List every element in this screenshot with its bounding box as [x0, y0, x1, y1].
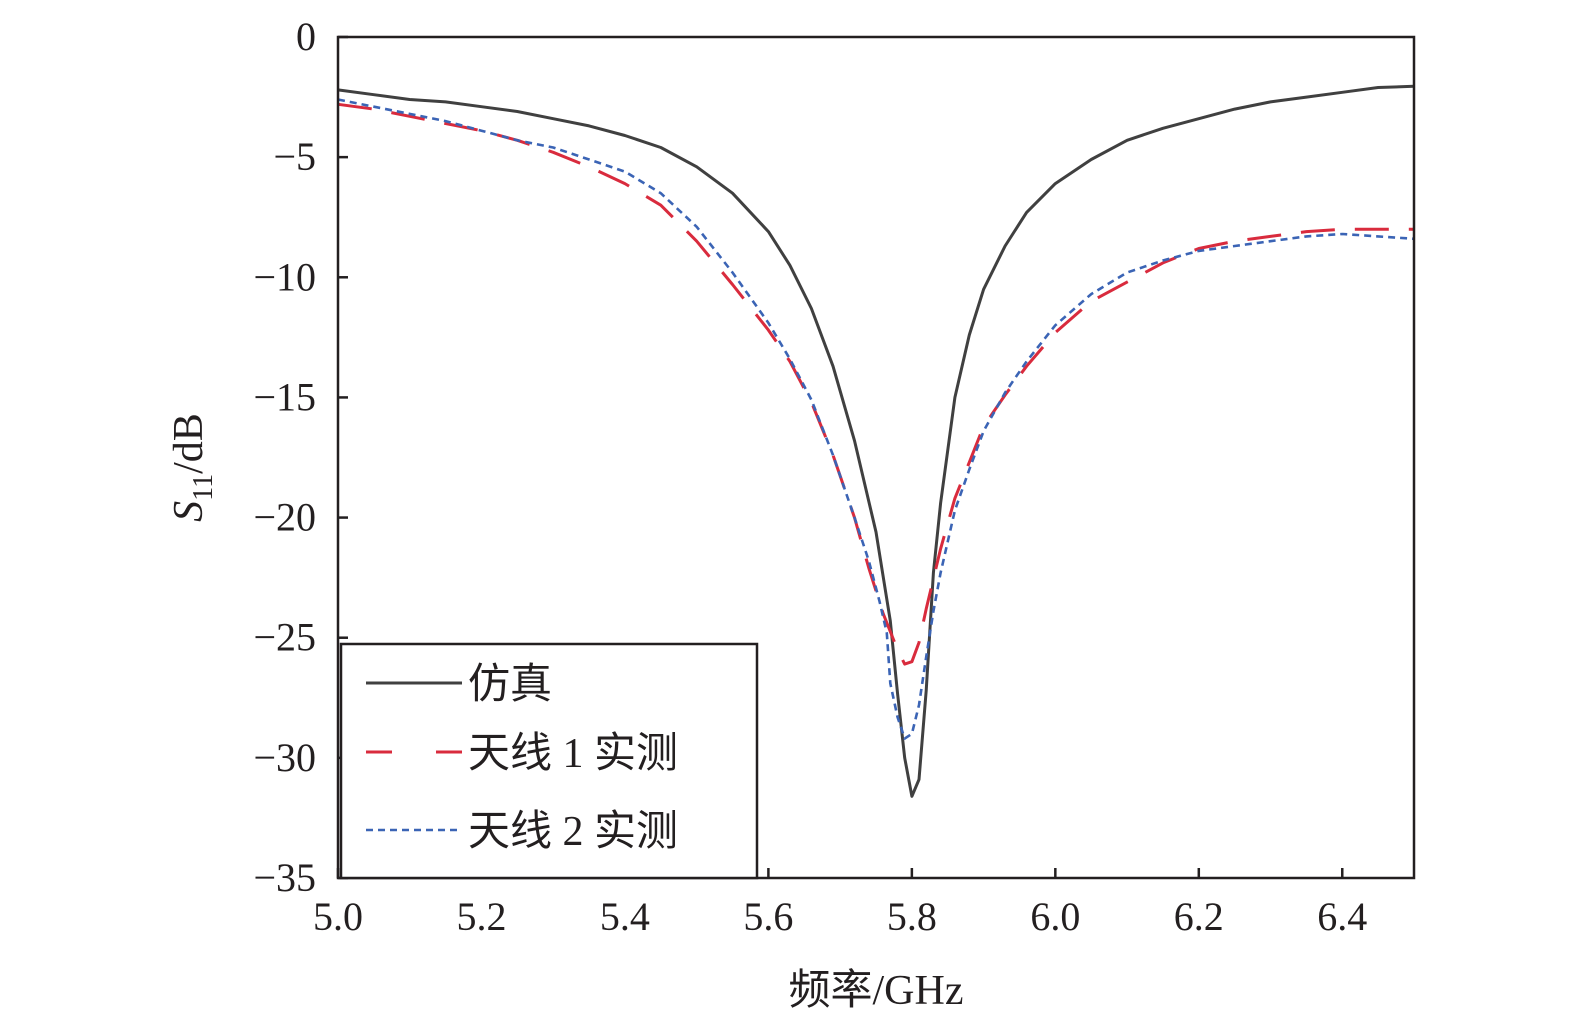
x-axis-title: 频率/GHz	[789, 967, 964, 1014]
x-tick-label: 6.2	[1174, 894, 1224, 939]
legend: 仿真 天线 1 实测 天线 2 实测	[339, 642, 759, 880]
x-tick-label: 5.8	[887, 894, 937, 939]
x-tick-label: 6.0	[1030, 894, 1080, 939]
y-axis-title-main: S	[166, 501, 212, 522]
y-axis-title: S11/dB	[166, 413, 219, 522]
y-tick-label: −25	[253, 615, 316, 660]
legend-label-antenna1: 天线 1 实测	[468, 730, 678, 777]
x-tick-label: 5.6	[743, 894, 793, 939]
x-tick-label: 5.4	[600, 894, 650, 939]
series-line-0	[337, 84, 1415, 798]
ticks-layer	[336, 35, 1344, 880]
series-layer	[337, 84, 1415, 798]
legend-label-antenna2: 天线 2 实测	[468, 808, 678, 855]
series-line-2	[337, 98, 1415, 740]
y-axis-title-sub: 11	[188, 474, 219, 501]
y-tick-label: −35	[253, 855, 316, 900]
y-tick-label: 0	[296, 14, 316, 59]
legend-label-sim: 仿真	[468, 662, 552, 708]
x-tick-label: 6.4	[1317, 894, 1367, 939]
y-tick-label: −5	[273, 134, 316, 179]
labels-layer: 5.0 5.2 5.4 5.6 5.8 6.0 6.2 6.4 0 −5 −10 −15 −20 −25 −…	[253, 14, 1367, 939]
series-line-1	[337, 102, 1414, 666]
y-tick-label: −15	[253, 374, 316, 419]
y-axis-title-unit: /dB	[166, 413, 212, 474]
x-tick-label: 5.0	[313, 894, 363, 939]
y-tick-label: −30	[253, 735, 316, 780]
x-tick-label: 5.2	[456, 894, 506, 939]
plot-frame	[336, 35, 1416, 880]
y-tick-label: −10	[253, 254, 316, 299]
y-tick-label: −20	[253, 495, 316, 540]
